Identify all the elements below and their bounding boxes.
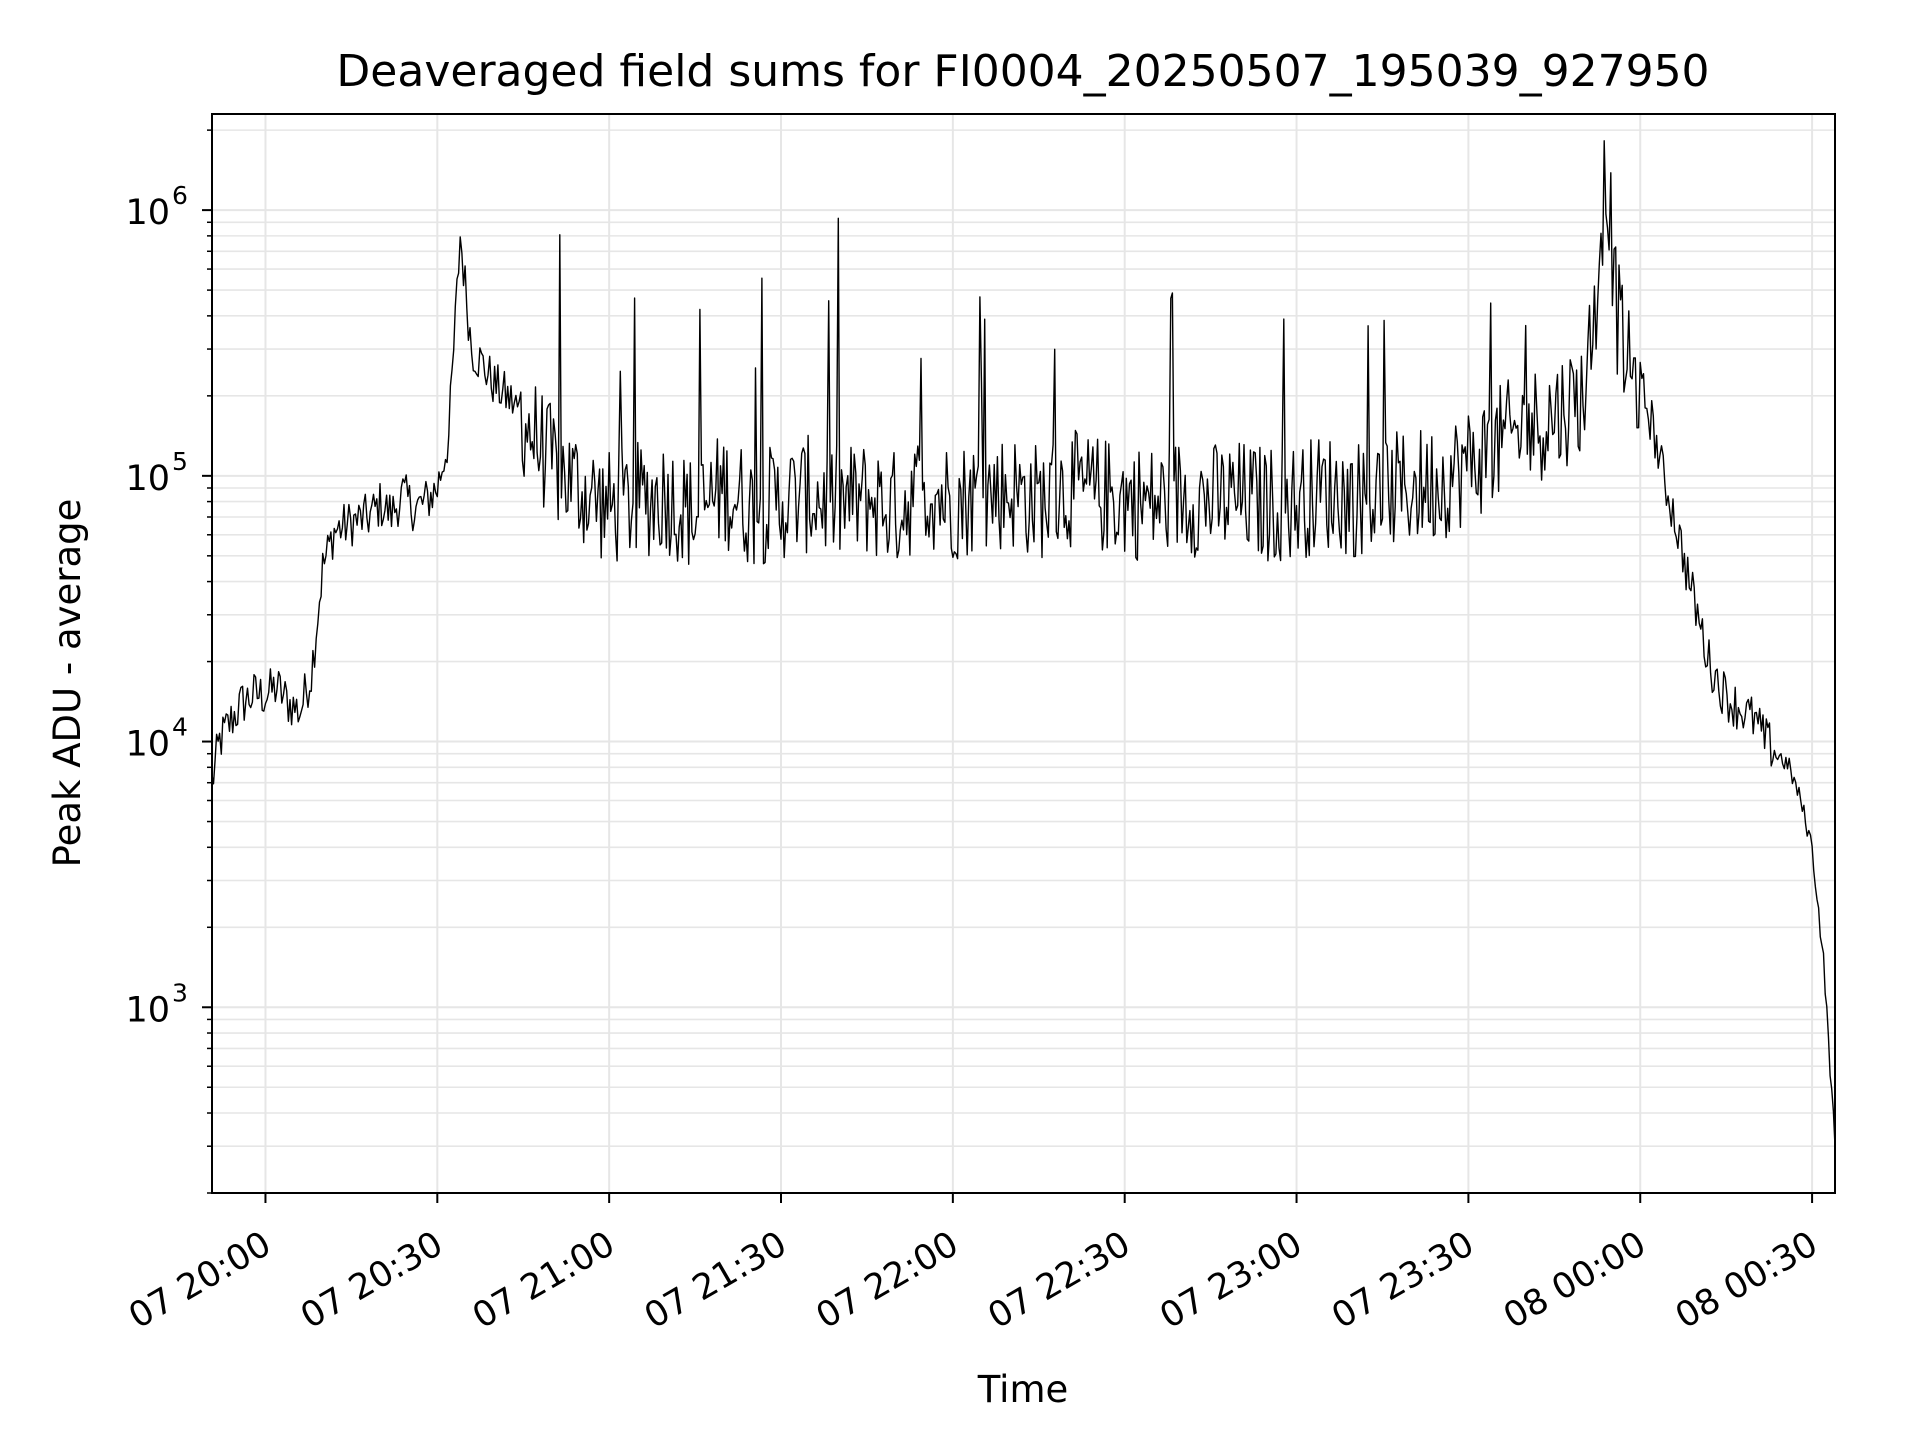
series-line <box>211 140 1836 1147</box>
axes-frame <box>211 113 1836 1194</box>
grid <box>212 114 1835 1194</box>
x-axis-label: Time <box>977 1368 1069 1411</box>
y-axis-label: Peak ADU - average <box>46 499 89 868</box>
y-tick-exponent: 6 <box>172 181 188 210</box>
y-tick-label: 10 <box>125 725 170 765</box>
chart-title: Deaveraged field sums for FI0004_2025050… <box>336 46 1709 97</box>
y-tick-label: 10 <box>125 459 170 499</box>
y-tick-label: 10 <box>125 990 170 1030</box>
y-tick-label: 10 <box>125 193 170 233</box>
y-tick-exponent: 4 <box>172 713 188 742</box>
y-tick-exponent: 5 <box>172 447 188 476</box>
y-tick-exponent: 3 <box>172 978 188 1007</box>
plot-area <box>211 140 1836 1147</box>
